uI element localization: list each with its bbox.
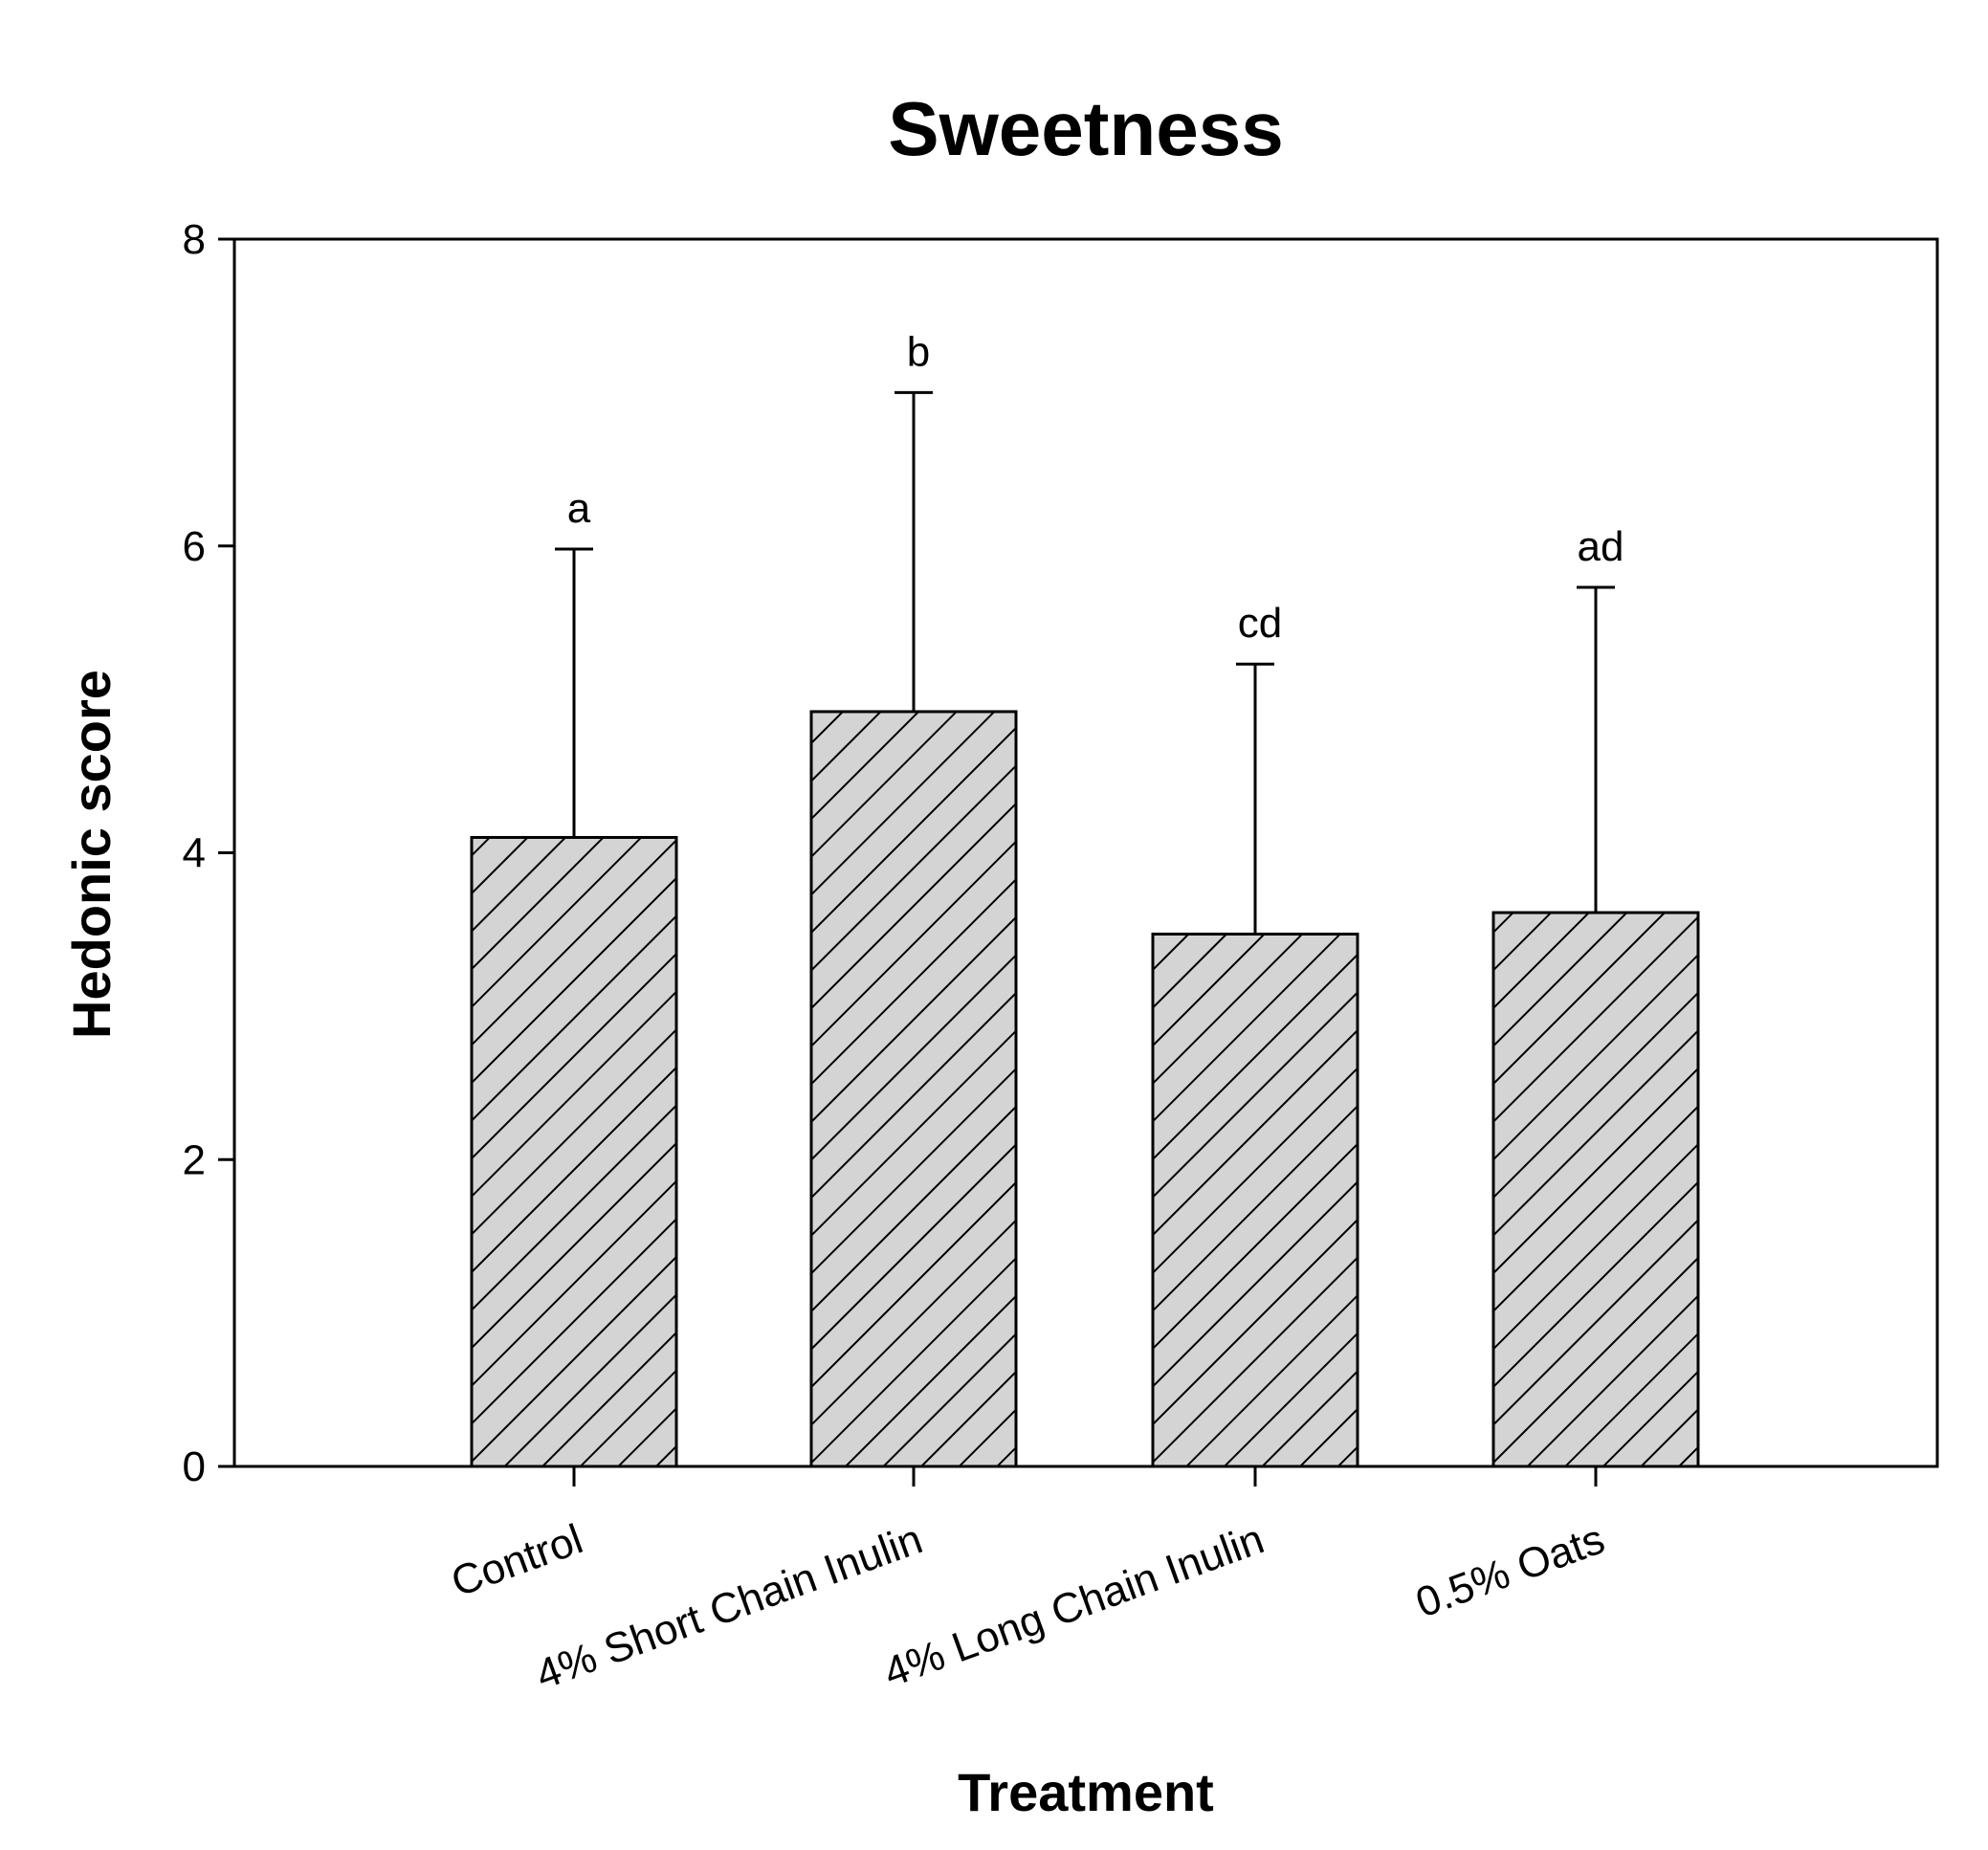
significance-letter: a — [567, 485, 591, 532]
bar — [470, 835, 678, 1468]
plot-frame — [232, 237, 1939, 1468]
y-tick-label: 0 — [183, 1443, 206, 1490]
y-tick-label: 8 — [183, 216, 206, 263]
significance-labels: a b cd ad — [567, 328, 1624, 647]
x-tick-label: Control — [445, 1515, 588, 1606]
significance-letter: cd — [1238, 600, 1282, 647]
bars — [470, 710, 1700, 1468]
x-tick-label: 4% Long Chain Inulin — [878, 1515, 1270, 1696]
significance-letter: b — [907, 328, 930, 375]
x-tick-label: 0.5% Oats — [1410, 1515, 1611, 1626]
y-tick-label: 2 — [183, 1136, 206, 1183]
y-axis-title: Hedonic score — [61, 670, 121, 1039]
significance-letter: ad — [1578, 523, 1624, 570]
bar — [1151, 932, 1359, 1468]
y-tick-label: 6 — [183, 523, 206, 570]
x-tick-label: 4% Short Chain Inulin — [530, 1515, 929, 1699]
y-tick-label: 4 — [183, 830, 206, 877]
error-bars — [555, 390, 1615, 935]
chart-title: Sweetness — [888, 86, 1284, 171]
bar — [809, 710, 1018, 1468]
y-axis: 0 2 4 6 8 — [183, 216, 234, 1490]
x-axis-title: Treatment — [958, 1762, 1214, 1822]
bar — [1491, 911, 1700, 1468]
